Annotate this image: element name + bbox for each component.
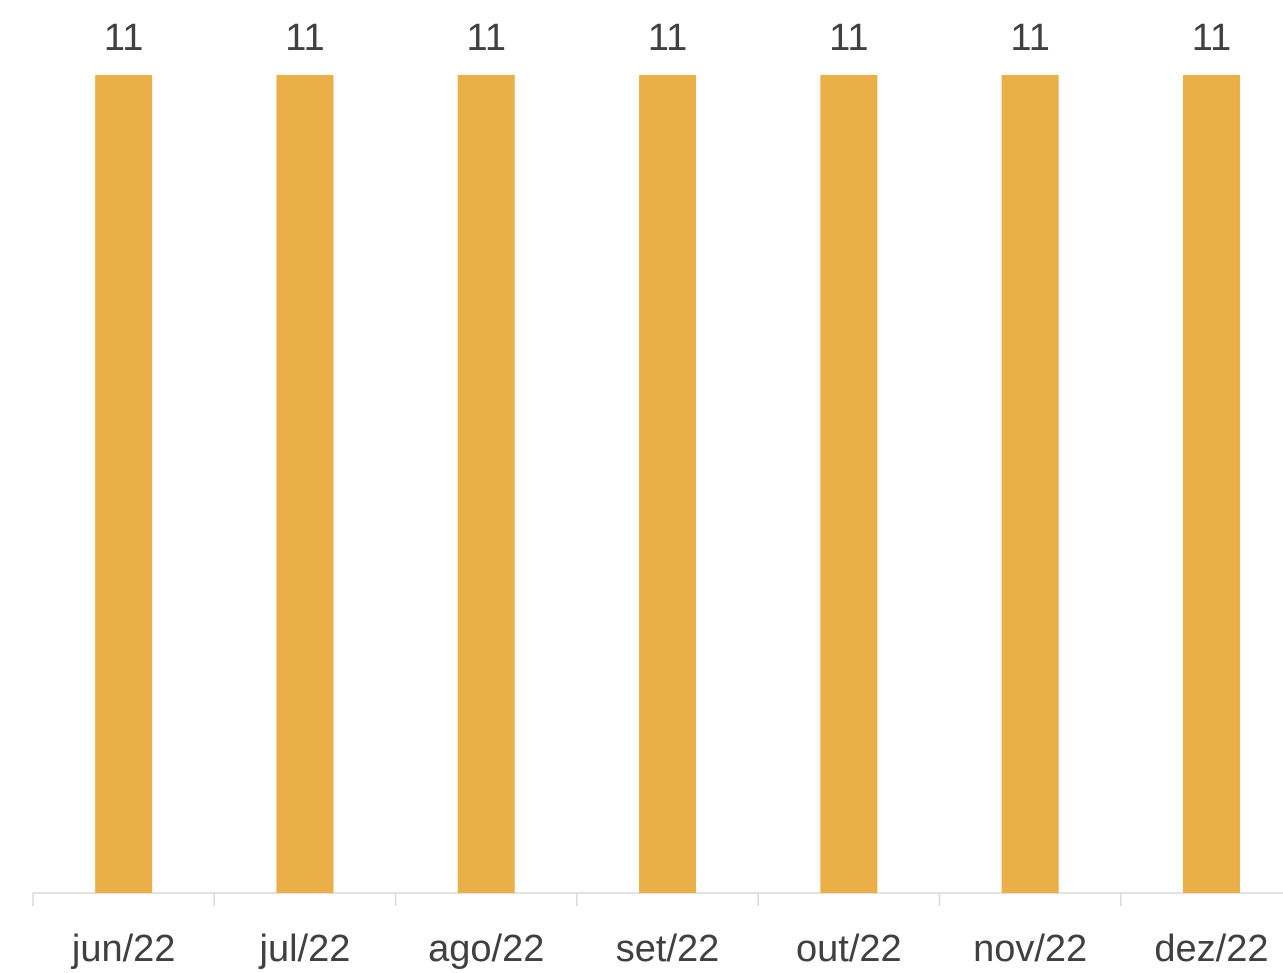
data-label: 11 [104, 17, 143, 59]
bar [276, 75, 334, 893]
bar [1182, 75, 1240, 893]
x-tick-label: out/22 [796, 928, 902, 970]
x-tick-label: jul/22 [259, 928, 351, 970]
bar [95, 75, 153, 893]
x-tick-label: dez/22 [1154, 928, 1268, 970]
bar [1001, 75, 1059, 893]
data-label: 11 [1192, 17, 1231, 59]
x-tick-label: jun/22 [71, 928, 176, 970]
data-label: 11 [285, 17, 324, 59]
bar [820, 75, 878, 893]
x-tick-label: nov/22 [973, 928, 1087, 970]
data-label: 11 [467, 17, 506, 59]
bar [457, 75, 515, 893]
data-label: 11 [1010, 17, 1049, 59]
data-label: 11 [829, 17, 868, 59]
bar [639, 75, 697, 893]
x-tick-label: set/22 [616, 928, 720, 970]
data-label: 11 [648, 17, 687, 59]
x-tick-label: ago/22 [428, 928, 544, 970]
